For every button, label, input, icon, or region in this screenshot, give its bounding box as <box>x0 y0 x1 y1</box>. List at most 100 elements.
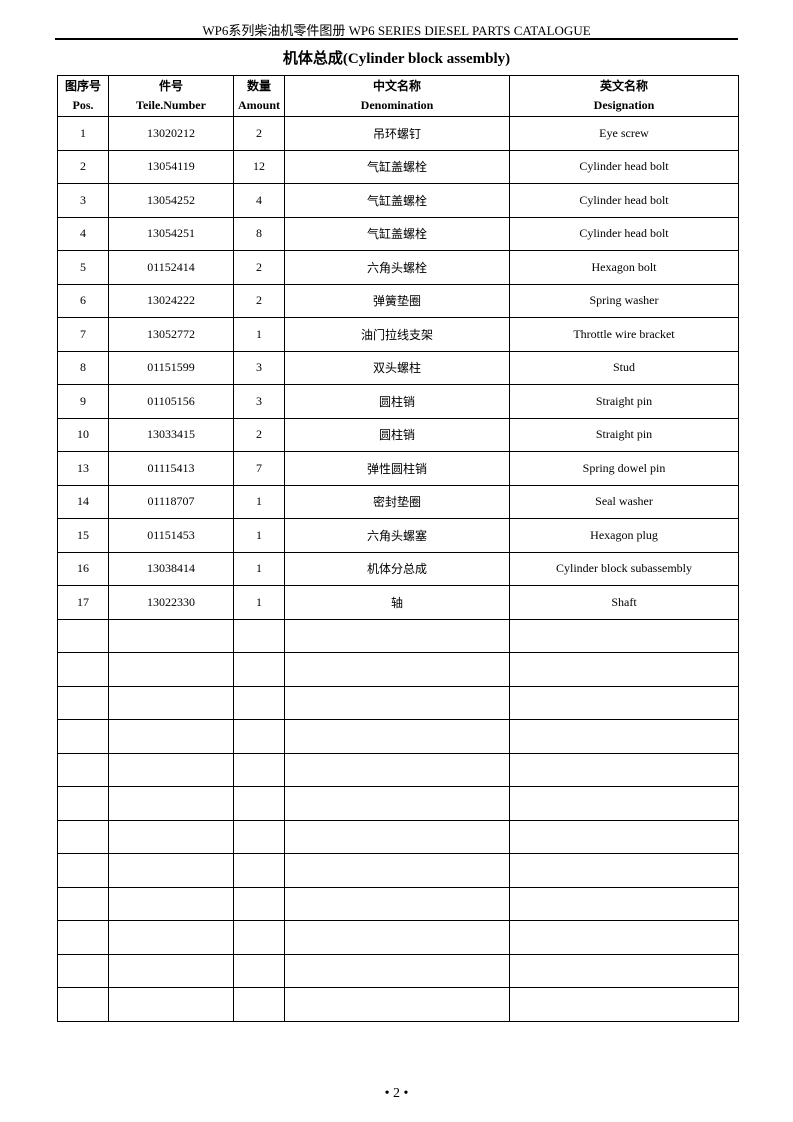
cell-part-number <box>108 886 234 921</box>
empty-table-row <box>57 819 739 854</box>
page-number: • 2 • <box>384 1086 409 1101</box>
cell-denomination: 轴 <box>284 585 510 620</box>
cell-designation <box>509 618 739 653</box>
cell-part-number: 13054252 <box>108 183 234 218</box>
cell-part-number <box>108 786 234 821</box>
cell-part-number <box>108 953 234 988</box>
cell-amount: 3 <box>233 384 285 419</box>
header-cn: 件号 <box>158 79 183 93</box>
cell-designation: Eye screw <box>509 116 739 151</box>
cell-amount <box>233 953 285 988</box>
cell-designation: Cylinder head bolt <box>509 216 739 251</box>
cell-designation <box>509 786 739 821</box>
cell-amount: 1 <box>233 551 285 586</box>
table-row: 14 01118707 1 密封垫圈 Seal washer <box>57 484 739 519</box>
cell-part-number: 01118707 <box>108 484 234 519</box>
cell-denomination <box>284 819 510 854</box>
cell-denomination <box>284 618 510 653</box>
cell-amount: 1 <box>233 518 285 553</box>
cell-pos: 4 <box>57 216 109 251</box>
empty-table-row <box>57 886 739 921</box>
cell-part-number <box>108 920 234 955</box>
cell-designation: Straight pin <box>509 384 739 419</box>
cell-denomination: 气缸盖螺栓 <box>284 216 510 251</box>
table-row: 17 13022330 1 轴 Shaft <box>57 585 739 620</box>
cell-denomination: 机体分总成 <box>284 551 510 586</box>
empty-table-row <box>57 719 739 754</box>
cell-part-number <box>108 719 234 754</box>
cell-denomination <box>284 685 510 720</box>
cell-pos: 8 <box>57 350 109 385</box>
cell-denomination: 弹簧垫圈 <box>284 283 510 318</box>
cell-designation <box>509 920 739 955</box>
empty-table-row <box>57 853 739 888</box>
cell-amount: 1 <box>233 484 285 519</box>
cell-denomination <box>284 853 510 888</box>
cell-amount <box>233 685 285 720</box>
cell-part-number: 01105156 <box>108 384 234 419</box>
cell-part-number: 01152414 <box>108 250 234 285</box>
header-cn: 英文名称 <box>599 79 648 93</box>
header-en: Amount <box>237 98 280 112</box>
running-header: WP6系列柴油机零件图册 WP6 SERIES DIESEL PARTS CAT… <box>202 23 591 38</box>
cell-denomination: 六角头螺栓 <box>284 250 510 285</box>
header-cn: 中文名称 <box>372 79 421 93</box>
cell-amount: 1 <box>233 317 285 352</box>
cell-denomination: 圆柱销 <box>284 384 510 419</box>
cell-amount: 8 <box>233 216 285 251</box>
cell-designation: Straight pin <box>509 417 739 452</box>
empty-table-row <box>57 652 739 687</box>
empty-table-row <box>57 920 739 955</box>
cell-amount: 1 <box>233 585 285 620</box>
cell-pos: 13 <box>57 451 109 486</box>
cell-designation <box>509 752 739 787</box>
header-amount: 数量 Amount <box>233 75 285 117</box>
cell-amount <box>233 752 285 787</box>
cell-part-number <box>108 853 234 888</box>
cell-part-number: 13024222 <box>108 283 234 318</box>
cell-designation: Cylinder block subassembly <box>509 551 739 586</box>
header-en: Pos. <box>72 98 94 112</box>
table-row: 6 13024222 2 弹簧垫圈 Spring washer <box>57 283 739 318</box>
table-body: 1 13020212 2 吊环螺钉 Eye screw 2 13054119 12 气缸盖螺栓 C… <box>57 116 739 1022</box>
cell-denomination <box>284 953 510 988</box>
cell-part-number <box>108 752 234 787</box>
cell-denomination: 气缸盖螺栓 <box>284 183 510 218</box>
header-denomination: 中文名称 Denomination <box>284 75 510 117</box>
cell-amount: 7 <box>233 451 285 486</box>
cell-designation: Throttle wire bracket <box>509 317 739 352</box>
cell-pos <box>57 987 109 1022</box>
cell-pos: 17 <box>57 585 109 620</box>
cell-designation: Stud <box>509 350 739 385</box>
cell-amount <box>233 886 285 921</box>
cell-amount: 2 <box>233 283 285 318</box>
cell-pos <box>57 953 109 988</box>
table-row: 8 01151599 3 双头螺柱 Stud <box>57 350 739 385</box>
cell-designation <box>509 685 739 720</box>
cell-pos <box>57 786 109 821</box>
page-title: 机体总成(Cylinder block assembly) <box>282 51 511 67</box>
cell-pos: 10 <box>57 417 109 452</box>
header-number: 件号 Teile.Number <box>108 75 234 117</box>
header-en: Designation <box>593 98 655 112</box>
cell-part-number: 13038414 <box>108 551 234 586</box>
cell-pos: 14 <box>57 484 109 519</box>
table-row: 7 13052772 1 油门拉线支架 Throttle wire bracket <box>57 317 739 352</box>
cell-part-number <box>108 987 234 1022</box>
cell-pos <box>57 685 109 720</box>
cell-amount: 4 <box>233 183 285 218</box>
cell-designation: Spring dowel pin <box>509 451 739 486</box>
cell-amount: 3 <box>233 350 285 385</box>
cell-part-number <box>108 652 234 687</box>
cell-pos <box>57 719 109 754</box>
cell-pos <box>57 853 109 888</box>
table-row: 16 13038414 1 机体分总成 Cylinder block subassemb… <box>57 551 739 586</box>
table-row: 4 13054251 8 气缸盖螺栓 Cylinder head bolt <box>57 216 739 251</box>
cell-pos: 2 <box>57 149 109 184</box>
header-rule <box>55 38 738 40</box>
table-row: 5 01152414 2 六角头螺栓 Hexagon bolt <box>57 250 739 285</box>
cell-amount: 2 <box>233 250 285 285</box>
cell-designation: Hexagon plug <box>509 518 739 553</box>
cell-designation <box>509 652 739 687</box>
header-cn: 图序号 <box>64 79 101 93</box>
